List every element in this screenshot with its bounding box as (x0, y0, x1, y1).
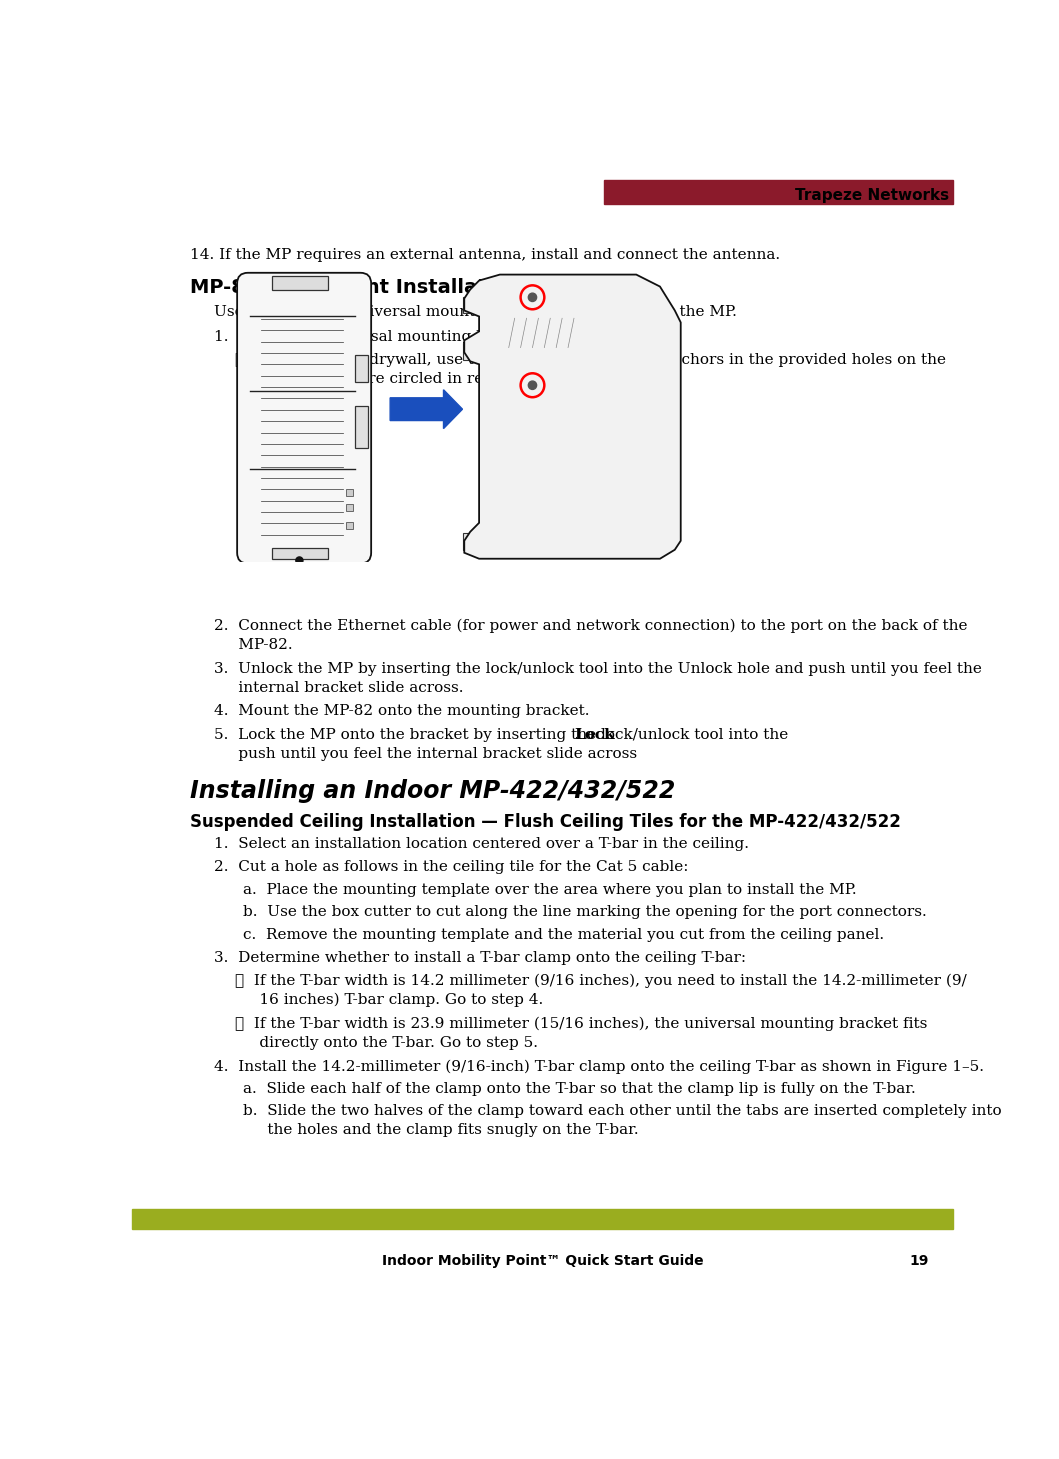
Bar (463, 343, 479, 359)
FancyBboxPatch shape (503, 314, 586, 352)
Text: the holes and the clamp fits snugly on the T-bar.: the holes and the clamp fits snugly on t… (244, 1123, 639, 1137)
Bar (345, 522, 353, 528)
Bar (271, 549, 328, 559)
Text: Indoor Mobility Point™ Quick Start Guide: Indoor Mobility Point™ Quick Start Guide (382, 1255, 703, 1268)
Text: 16 inches) T-bar clamp. Go to step 4.: 16 inches) T-bar clamp. Go to step 4. (235, 994, 543, 1007)
Text: MP-82 Wall Mount Installation: MP-82 Wall Mount Installation (190, 279, 520, 298)
Text: ❑  If the T-bar width is 23.9 millimeter (15/16 inches), the universal mounting : ❑ If the T-bar width is 23.9 millimeter … (235, 1017, 928, 1032)
Text: ❑  If the T-bar width is 14.2 millimeter (9/16 inches), you need to install the : ❑ If the T-bar width is 14.2 millimeter … (235, 973, 967, 988)
Bar (577, 470, 615, 481)
Bar (577, 458, 615, 468)
Text: internal bracket slide across.: internal bracket slide across. (214, 680, 464, 694)
FancyBboxPatch shape (503, 374, 586, 411)
Text: 5.  Lock the MP onto the bracket by inserting the lock/unlock tool into the: 5. Lock the MP onto the bracket by inser… (214, 728, 793, 741)
Text: 14. If the MP requires an external antenna, install and connect the antenna.: 14. If the MP requires an external anten… (190, 248, 779, 263)
Text: Lock: Lock (574, 728, 614, 741)
Text: 3.  Determine whether to install a T-bar clamp onto the ceiling T-bar:: 3. Determine whether to install a T-bar … (214, 951, 747, 966)
Text: bracket that are circled in red below.: bracket that are circled in red below. (235, 372, 546, 385)
Text: b.  Use the box cutter to cut along the line marking the opening for the port co: b. Use the box cutter to cut along the l… (244, 905, 927, 919)
Polygon shape (464, 274, 681, 559)
Text: push until you feel the internal bracket slide across: push until you feel the internal bracket… (214, 747, 638, 762)
Text: ❑  If mounting to drywall, use two screws and two wall anchors in the provided h: ❑ If mounting to drywall, use two screws… (235, 353, 946, 366)
Text: 4.  Install the 14.2-millimeter (9/16-inch) T-bar clamp onto the ceiling T-bar a: 4. Install the 14.2-millimeter (9/16-inc… (214, 1059, 985, 1074)
Text: 19: 19 (909, 1255, 929, 1268)
Circle shape (528, 293, 537, 302)
Bar (463, 533, 479, 550)
Bar (132, 1208, 953, 1228)
Text: directly onto the T-bar. Go to step 5.: directly onto the T-bar. Go to step 5. (235, 1036, 538, 1049)
Text: 4.  Mount the MP-82 onto the mounting bracket.: 4. Mount the MP-82 onto the mounting bra… (214, 705, 590, 718)
Text: b.  Slide the two halves of the clamp toward each other until the tabs are inser: b. Slide the two halves of the clamp tow… (244, 1104, 1002, 1118)
Text: Suspended Ceiling Installation — Flush Ceiling Tiles for the MP-422/432/522: Suspended Ceiling Installation — Flush C… (190, 813, 901, 832)
Bar (345, 489, 353, 496)
Text: 1.  Screw the universal mounting bracket directly to a wall.: 1. Screw the universal mounting bracket … (214, 330, 675, 344)
Bar (605, 179, 953, 204)
Text: 1.  Select an installation location centered over a T-bar in the ceiling.: 1. Select an installation location cente… (214, 837, 750, 851)
Text: Trapeze Networks: Trapeze Networks (795, 188, 949, 203)
Circle shape (295, 557, 303, 565)
Text: c.  Remove the mounting template and the material you cut from the ceiling panel: c. Remove the mounting template and the … (244, 928, 884, 941)
Circle shape (496, 435, 510, 449)
Bar (355, 406, 367, 448)
Circle shape (528, 381, 537, 390)
Text: 2.  Connect the Ethernet cable (for power and network connection) to the port on: 2. Connect the Ethernet cable (for power… (214, 619, 968, 633)
FancyArrow shape (390, 390, 463, 429)
Text: 3.  Unlock the MP by inserting the lock/unlock tool into the Unlock hole and pus: 3. Unlock the MP by inserting the lock/u… (214, 661, 983, 676)
Text: Installing an Indoor MP-422/432/522: Installing an Indoor MP-422/432/522 (190, 779, 676, 804)
Bar (271, 276, 328, 289)
Circle shape (629, 362, 644, 378)
Bar (345, 503, 353, 511)
Text: Use the included universal mounting bracket to wall mount the MP.: Use the included universal mounting brac… (214, 305, 737, 320)
Text: a.  Place the mounting template over the area where you plan to install the MP.: a. Place the mounting template over the … (244, 883, 857, 897)
Bar (463, 296, 479, 314)
FancyBboxPatch shape (237, 273, 371, 563)
Text: 2.  Cut a hole as follows in the ceiling tile for the Cat 5 cable:: 2. Cut a hole as follows in the ceiling … (214, 861, 689, 874)
Bar (355, 356, 367, 382)
FancyBboxPatch shape (503, 455, 568, 483)
Text: a.  Slide each half of the clamp onto the T-bar so that the clamp lip is fully o: a. Slide each half of the clamp onto the… (244, 1081, 916, 1096)
Text: MP-82.: MP-82. (214, 638, 293, 652)
